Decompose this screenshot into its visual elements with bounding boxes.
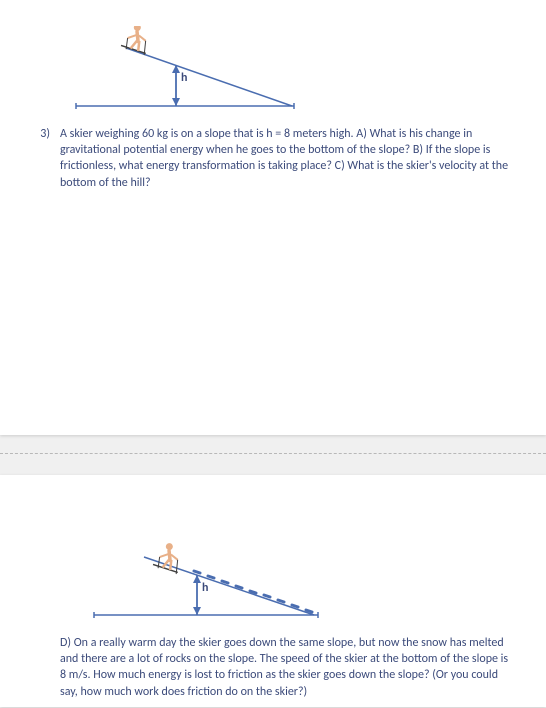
skier-diagram-bottom: h bbox=[84, 535, 324, 625]
figure-bottom: h bbox=[36, 535, 510, 625]
figure-top: h bbox=[36, 26, 510, 116]
skier-diagram-top: h bbox=[66, 26, 296, 116]
question-text-top: A skier weighing 60 kg is on a slope tha… bbox=[60, 126, 510, 191]
page-bottom: h D) On a really warm day the skier goes… bbox=[0, 475, 546, 707]
h-label: h bbox=[181, 71, 187, 85]
content-top: h bbox=[0, 0, 546, 191]
rocks-icon bbox=[194, 571, 312, 612]
h-label-bottom: h bbox=[202, 581, 208, 595]
question-block-top: 3) A skier weighing 60 kg is on a slope … bbox=[36, 126, 510, 191]
question-number: 3) bbox=[36, 126, 50, 191]
page-top: h bbox=[0, 0, 546, 435]
content-bottom: h D) On a really warm day the skier goes… bbox=[0, 475, 546, 700]
skier-icon bbox=[120, 26, 153, 55]
question-text-bottom: D) On a really warm day the skier goes d… bbox=[36, 635, 510, 700]
page-divider bbox=[0, 453, 546, 454]
